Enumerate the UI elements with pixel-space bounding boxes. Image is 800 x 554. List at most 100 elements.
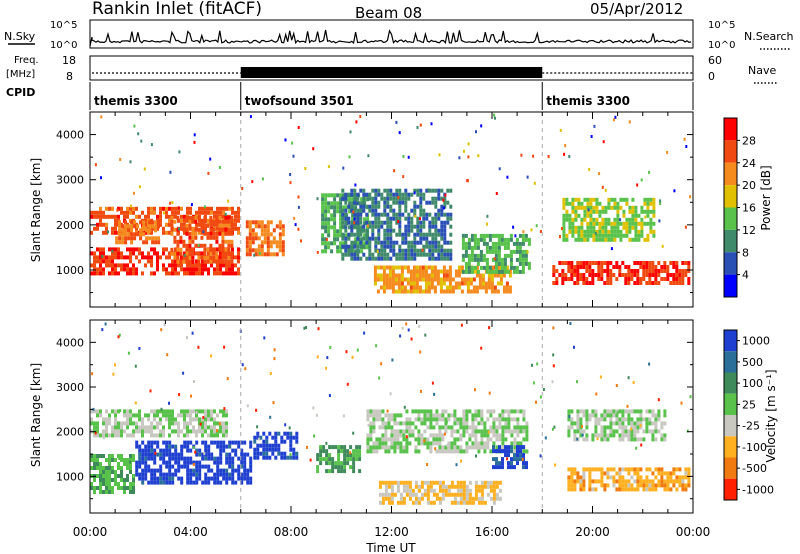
heatmap-cell <box>355 449 359 454</box>
heatmap-speckle <box>587 208 590 212</box>
heatmap-cell <box>275 244 279 249</box>
heatmap-cell <box>192 271 195 276</box>
heatmap-cell <box>477 484 481 489</box>
heatmap-cell <box>486 409 490 414</box>
heatmap-cell <box>135 413 138 418</box>
heatmap-cell <box>377 212 381 217</box>
heatmap-cell <box>102 251 105 256</box>
heatmap-cell <box>204 425 207 430</box>
heatmap-cell <box>468 488 472 493</box>
heatmap-cell <box>582 475 586 480</box>
heatmap-cell <box>281 228 285 233</box>
heatmap-cell <box>408 496 412 501</box>
heatmap-cell <box>142 240 146 245</box>
heatmap-cell <box>510 441 514 446</box>
heatmap-cell <box>651 437 655 442</box>
heatmap-cell <box>627 417 631 422</box>
heatmap-cell <box>382 277 386 282</box>
heatmap-cell <box>90 271 93 276</box>
heatmap-cell <box>216 476 220 481</box>
heatmap-cell <box>195 448 199 453</box>
heatmap-cell <box>503 237 507 242</box>
heatmap-cell <box>368 244 372 249</box>
heatmap-cell <box>488 269 492 274</box>
heatmap-cell <box>221 223 225 228</box>
heatmap-speckle <box>284 138 287 142</box>
heatmap-cell <box>627 265 631 269</box>
heatmap-cell <box>654 425 658 430</box>
heatmap-speckle <box>442 206 445 210</box>
heatmap-cell <box>385 285 389 290</box>
heatmap-cell <box>253 455 257 460</box>
heatmap-cell <box>616 209 620 214</box>
heatmap-cell <box>579 277 583 281</box>
heatmap-cell <box>441 409 445 414</box>
heatmap-cell <box>195 472 199 477</box>
heatmap-cell <box>489 409 493 414</box>
heatmap-cell <box>183 214 186 219</box>
heatmap-cell <box>404 216 408 221</box>
heatmap-cell <box>426 496 430 501</box>
heatmap-speckle <box>163 323 166 327</box>
heatmap-cell <box>438 496 442 501</box>
heatmap-cell <box>600 265 604 269</box>
heatmap-cell <box>227 215 231 220</box>
heatmap-cell <box>651 413 655 418</box>
heatmap-cell <box>138 464 142 469</box>
x-tick-label: 04:00 <box>173 525 208 539</box>
heatmap-cell <box>230 243 234 248</box>
heatmap-cell <box>124 220 128 225</box>
heatmap-cell <box>424 289 428 294</box>
heatmap-cell <box>213 425 216 430</box>
heatmap-cell <box>366 417 370 422</box>
heatmap-cell <box>496 289 500 294</box>
heatmap-cell <box>453 413 457 418</box>
heatmap-cell <box>447 445 451 450</box>
heatmap-cell <box>589 213 593 218</box>
heatmap-cell <box>498 413 502 418</box>
heatmap-cell <box>141 271 144 276</box>
heatmap-cell <box>156 444 160 449</box>
heatmap-cell <box>362 188 366 193</box>
heatmap-cell <box>144 218 147 223</box>
heatmap-cell <box>585 417 589 422</box>
colorbar-swatch <box>724 162 737 186</box>
heatmap-cell <box>471 441 475 446</box>
heatmap-cell <box>341 220 345 225</box>
heatmap-cell <box>135 247 138 252</box>
heatmap-cell <box>213 476 217 481</box>
heatmap-speckle <box>375 344 378 348</box>
heatmap-cell <box>231 460 235 465</box>
heatmap-cell <box>183 456 187 461</box>
heatmap-cell <box>237 226 240 231</box>
heatmap-cell <box>237 464 241 469</box>
heatmap-cell <box>201 255 204 260</box>
heatmap-cell <box>141 448 145 453</box>
heatmap-cell <box>354 237 358 242</box>
heatmap-cell <box>527 265 531 270</box>
heatmap-speckle <box>393 169 396 173</box>
heatmap-cell <box>406 289 410 294</box>
heatmap-cell <box>450 500 454 505</box>
heatmap-cell <box>162 409 165 414</box>
heatmap-cell <box>380 224 384 229</box>
heatmap-cell <box>639 425 643 430</box>
heatmap-cell <box>371 236 375 241</box>
heatmap-speckle <box>195 411 198 414</box>
heatmap-speckle <box>129 204 132 208</box>
heatmap-cell <box>356 248 360 253</box>
heatmap-cell <box>292 435 296 440</box>
heatmap-cell <box>573 269 577 273</box>
heatmap-cell <box>408 421 412 426</box>
heatmap-cell <box>408 425 412 430</box>
heatmap-cell <box>622 209 626 214</box>
heatmap-cell <box>375 441 379 446</box>
heatmap-cell <box>272 252 276 257</box>
heatmap-speckle <box>292 154 295 158</box>
heatmap-cell <box>192 429 195 434</box>
heatmap-cell <box>265 439 269 444</box>
heatmap-cell <box>356 236 360 241</box>
heatmap-cell <box>634 205 638 210</box>
heatmap-cell <box>471 417 475 422</box>
heatmap-cell <box>129 255 132 260</box>
